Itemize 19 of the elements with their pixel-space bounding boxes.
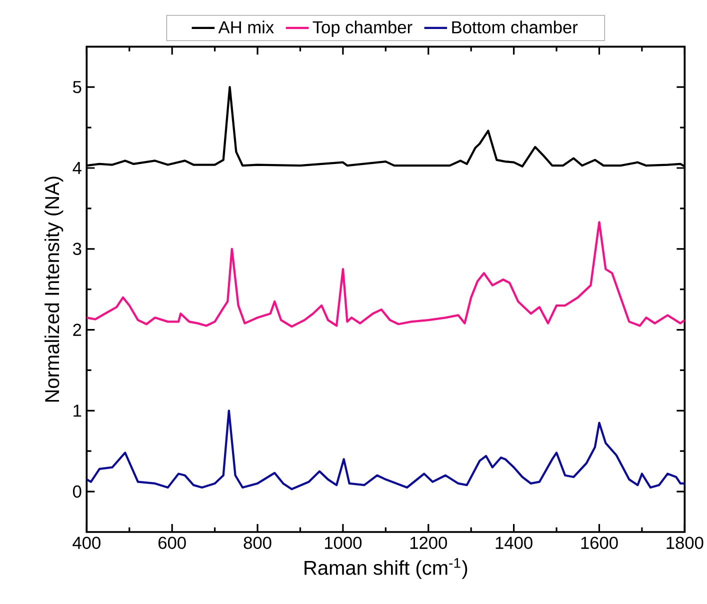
y-tick-label: 1 — [74, 404, 82, 417]
y-tick-label: 5 — [73, 81, 82, 94]
x-tick-label: 1400 — [496, 536, 532, 549]
x-tick-label: 400 — [72, 536, 100, 549]
y-tick-label: 4 — [72, 162, 82, 174]
legend-label: Bottom chamber — [452, 20, 578, 34]
x-tick-label: 600 — [158, 536, 186, 549]
x-tick-label: 1200 — [410, 536, 447, 549]
legend-label: Top chamber — [312, 20, 412, 37]
x-tick-label: 800 — [244, 536, 272, 549]
legend-label: AH mix — [218, 20, 274, 34]
x-tick-label: 1600 — [581, 536, 618, 549]
x-tick-label: 1800 — [666, 536, 704, 549]
y-tick-label: 0 — [72, 485, 82, 498]
x-tick-label: 1000 — [324, 536, 362, 549]
y-axis-title: Normalized Intensity (NA) — [44, 176, 64, 402]
y-tick-label: 2 — [73, 324, 82, 336]
y-tick-label: 3 — [72, 242, 82, 256]
x-axis-title: Raman shift (cm$^{-1}$) — [304, 558, 468, 579]
